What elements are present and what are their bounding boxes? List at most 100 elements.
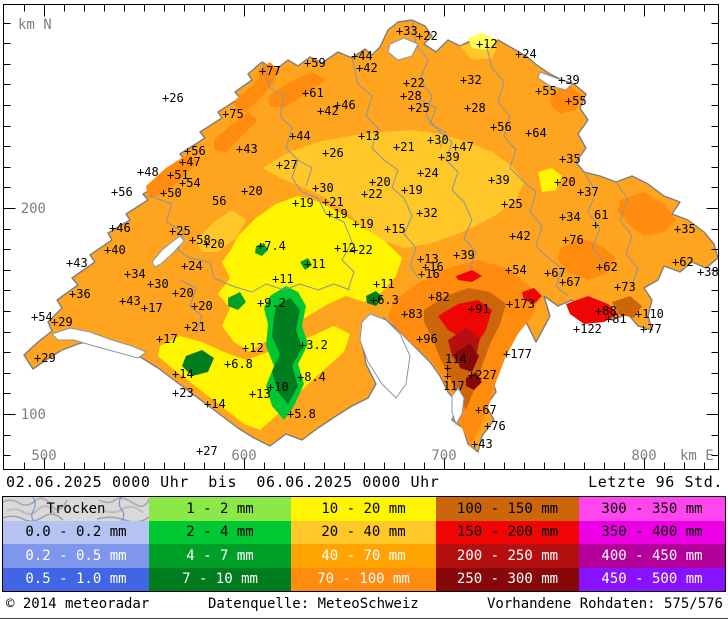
- duration-text: Letzte 96 Std.: [588, 473, 723, 491]
- station-value: +20: [369, 175, 391, 189]
- legend-label: 10 - 20 mm: [321, 500, 406, 517]
- station-value: +43: [66, 256, 88, 270]
- canton-borders: [149, 19, 639, 335]
- station-value: +35: [559, 152, 581, 166]
- station-value: +19: [401, 183, 423, 197]
- lakes: [51, 37, 573, 426]
- station-value: +30: [427, 133, 449, 147]
- axis-ticks: [3, 4, 719, 470]
- legend-cell: 70 - 100 mm: [291, 567, 436, 591]
- station-value: +56: [490, 120, 512, 134]
- station-value: +173: [506, 297, 535, 311]
- station-value: +83: [401, 307, 423, 321]
- legend-label: 200 - 250 mm: [456, 547, 559, 564]
- station-value: +20: [203, 237, 225, 251]
- legend-label: 0.2 - 0.5 mm: [25, 547, 127, 564]
- station-value: +15: [384, 222, 406, 236]
- station-value: 114: [445, 352, 467, 366]
- station-value: +54: [31, 310, 53, 324]
- station-value: +39: [558, 73, 580, 87]
- legend-label: 20 - 40 mm: [321, 524, 406, 541]
- station-value: +21: [322, 195, 344, 209]
- x-tick-700: 700: [431, 448, 456, 464]
- station-value: +177: [503, 347, 532, 361]
- legend-cell: 10 - 20 mm: [291, 497, 436, 521]
- station-value: +26: [322, 146, 344, 160]
- legend-label: 2 - 4 mm: [186, 524, 254, 541]
- relief-texture: [3, 497, 149, 521]
- station-value: +64: [525, 126, 547, 140]
- station-value: +36: [69, 287, 91, 301]
- station-value: +110: [635, 307, 664, 321]
- station-values-layer: +26+77+59 +44+42+61+46+42+44+26+43+75+27+…: [31, 24, 719, 458]
- station-value: +30: [147, 277, 169, 291]
- station-value: +12: [334, 241, 356, 255]
- station-value: +75: [222, 107, 244, 121]
- station-value: +25: [408, 101, 430, 115]
- station-value: +24: [417, 166, 439, 180]
- station-value: +16: [422, 260, 444, 274]
- station-value: +10: [267, 380, 289, 394]
- station-value: +13: [358, 129, 380, 143]
- legend-label: 0.0 - 0.2 mm: [25, 524, 127, 541]
- station-value: +25: [169, 224, 191, 238]
- station-value: +48: [137, 165, 159, 179]
- station-value: +20: [241, 184, 263, 198]
- station-value: +6.8: [224, 357, 253, 371]
- station-value: +29: [34, 351, 56, 365]
- station-value: +17: [141, 301, 163, 315]
- legend-cell: 450 - 500 mm: [579, 567, 725, 591]
- station-value: +61: [302, 86, 324, 100]
- station-value: +51: [167, 168, 189, 182]
- legend-cell: 1 - 2 mm: [149, 497, 291, 521]
- italy-ossola-wedge: [359, 313, 411, 399]
- legend-label: 450 - 500 mm: [601, 571, 703, 588]
- station-value: +22: [416, 29, 438, 43]
- station-value: +33: [396, 24, 418, 38]
- legend-label: 350 - 400 mm: [601, 524, 703, 541]
- station-value: +88: [595, 304, 617, 318]
- station-value: +67: [544, 266, 566, 280]
- lake-geneva: [51, 327, 147, 359]
- map-frame: [3, 4, 719, 470]
- station-value: +25: [501, 197, 523, 211]
- station-value: +19: [292, 196, 314, 210]
- station-value: +37: [577, 185, 599, 199]
- station-value: +38: [697, 265, 719, 279]
- station-value: +62: [672, 255, 694, 269]
- legend-cell: 300 - 350 mm: [579, 497, 725, 521]
- station-value: +29: [51, 315, 73, 329]
- axis-labels: km N 200 100 500 600 700 800 km E: [18, 17, 714, 464]
- station-value: +14: [204, 397, 226, 411]
- station-value: +76: [562, 233, 584, 247]
- station-value: 61: [594, 208, 608, 222]
- legend-cell: 0.0 - 0.2 mm: [3, 520, 149, 544]
- legend-cell: 350 - 400 mm: [579, 520, 725, 544]
- y-tick-200: 200: [21, 201, 46, 217]
- station-value: 56: [212, 194, 226, 208]
- legend-cell: 100 - 150 mm: [436, 497, 579, 521]
- station-value: +32: [416, 206, 438, 220]
- station-value: +54: [179, 176, 201, 190]
- station-value: +43: [236, 142, 258, 156]
- station-value: +39: [488, 173, 510, 187]
- station-value: +62: [596, 260, 618, 274]
- legend-cell: 150 - 200 mm: [436, 520, 579, 544]
- station-value: +77: [640, 322, 662, 336]
- station-value: +59: [304, 56, 326, 70]
- station-value: +46: [109, 221, 131, 235]
- legend-label: 4 - 7 mm: [186, 547, 254, 564]
- station-value: +55: [535, 84, 557, 98]
- station-value: +9.2: [257, 296, 286, 310]
- station-value: +27: [276, 158, 298, 172]
- station-value: +7.4: [257, 239, 286, 253]
- legend-cell: 0.5 - 1.0 mm: [3, 567, 149, 591]
- station-value: +: [444, 369, 451, 383]
- station-value: +20: [191, 299, 213, 313]
- legend-label: Trocken: [46, 500, 106, 517]
- lake-maggiore: [451, 387, 465, 426]
- station-value: +22: [361, 187, 383, 201]
- station-value: +39: [438, 150, 460, 164]
- precipitation-map: +26+77+59 +44+42+61+46+42+44+26+43+75+27+…: [3, 4, 719, 470]
